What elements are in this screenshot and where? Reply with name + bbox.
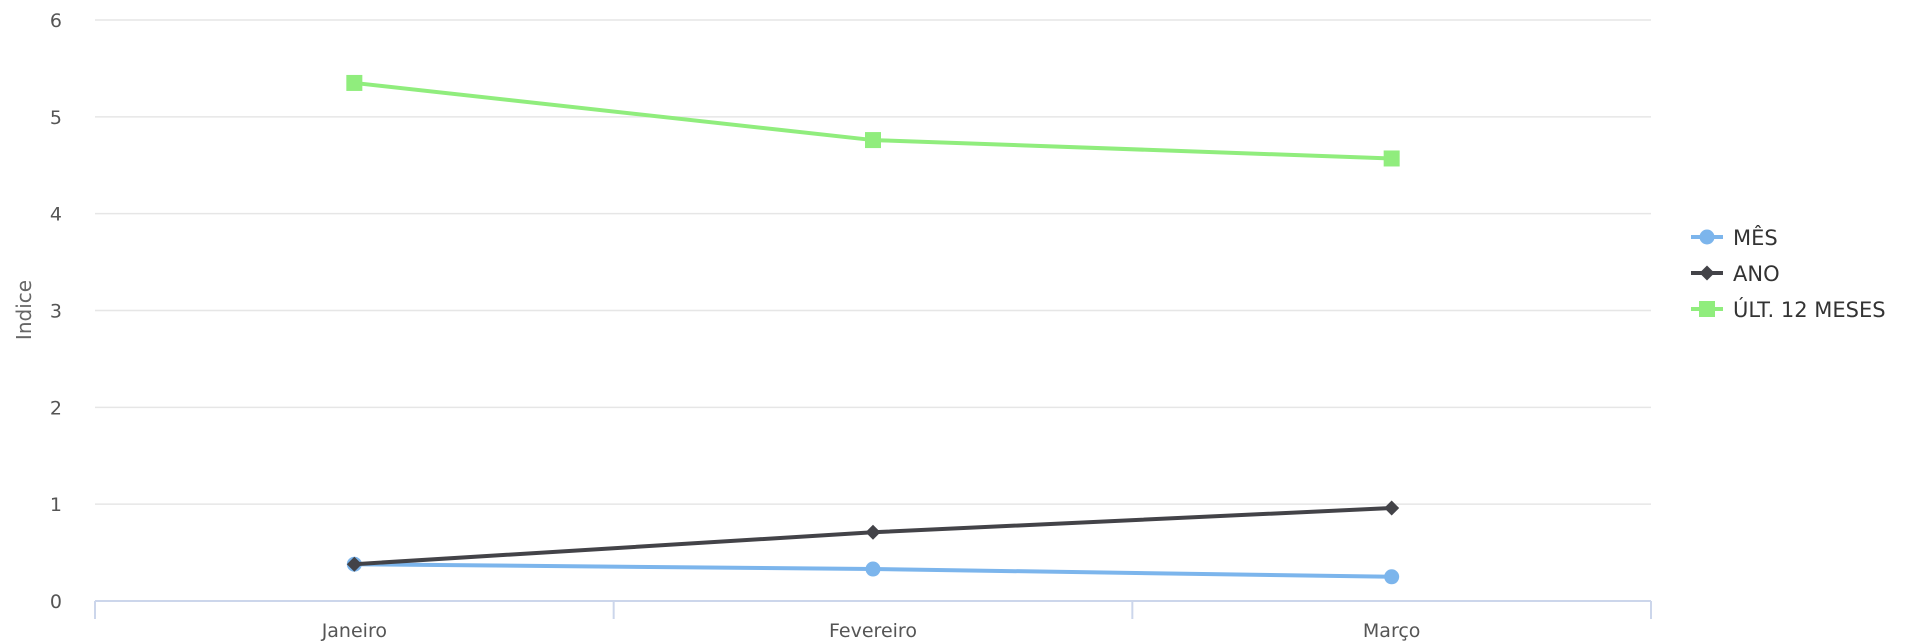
y-tick-label: 0 bbox=[50, 591, 62, 613]
y-tick-label: 3 bbox=[50, 301, 62, 323]
data-point[interactable] bbox=[865, 132, 881, 149]
legend-marker bbox=[1699, 265, 1715, 281]
legend-item[interactable]: ÚLT. 12 MESES bbox=[1691, 297, 1886, 322]
x-tick-label: Março bbox=[1363, 620, 1421, 642]
legend-marker bbox=[1699, 229, 1715, 245]
series-circle bbox=[346, 556, 1400, 585]
legend[interactable]: MÊS ANO ÚLT. 12 MESES bbox=[1691, 225, 1886, 322]
y-tick-label: 2 bbox=[50, 397, 62, 419]
x-tick-label: Janeiro bbox=[321, 620, 387, 642]
y-axis-ticks: 0 1 2 3 4 5 6 bbox=[50, 10, 62, 613]
y-tick-label: 6 bbox=[50, 10, 62, 32]
legend-item[interactable]: MÊS bbox=[1691, 225, 1778, 250]
x-tick-label: Fevereiro bbox=[829, 620, 917, 642]
series-diamond bbox=[346, 500, 1400, 572]
data-point[interactable] bbox=[346, 74, 363, 91]
y-tick-label: 1 bbox=[50, 494, 62, 516]
legend-label: ÚLT. 12 MESES bbox=[1733, 297, 1886, 322]
data-point[interactable] bbox=[1384, 569, 1400, 585]
data-point[interactable] bbox=[1384, 500, 1400, 516]
data-point[interactable] bbox=[865, 524, 881, 540]
data-point[interactable] bbox=[346, 556, 362, 572]
legend-label: MÊS bbox=[1733, 225, 1778, 250]
legend-marker bbox=[1699, 301, 1715, 317]
data-point[interactable] bbox=[865, 561, 881, 577]
legend-label: ANO bbox=[1733, 262, 1780, 286]
y-tick-label: 4 bbox=[50, 204, 62, 226]
series-layer bbox=[346, 74, 1400, 585]
data-point[interactable] bbox=[1383, 150, 1400, 167]
x-axis: Janeiro Fevereiro Março bbox=[94, 600, 1652, 642]
grid-lines bbox=[95, 19, 1651, 505]
y-tick-label: 5 bbox=[50, 107, 62, 129]
series-square bbox=[346, 74, 1400, 167]
legend-item[interactable]: ANO bbox=[1691, 262, 1780, 286]
y-axis-title: Indice bbox=[12, 280, 36, 340]
